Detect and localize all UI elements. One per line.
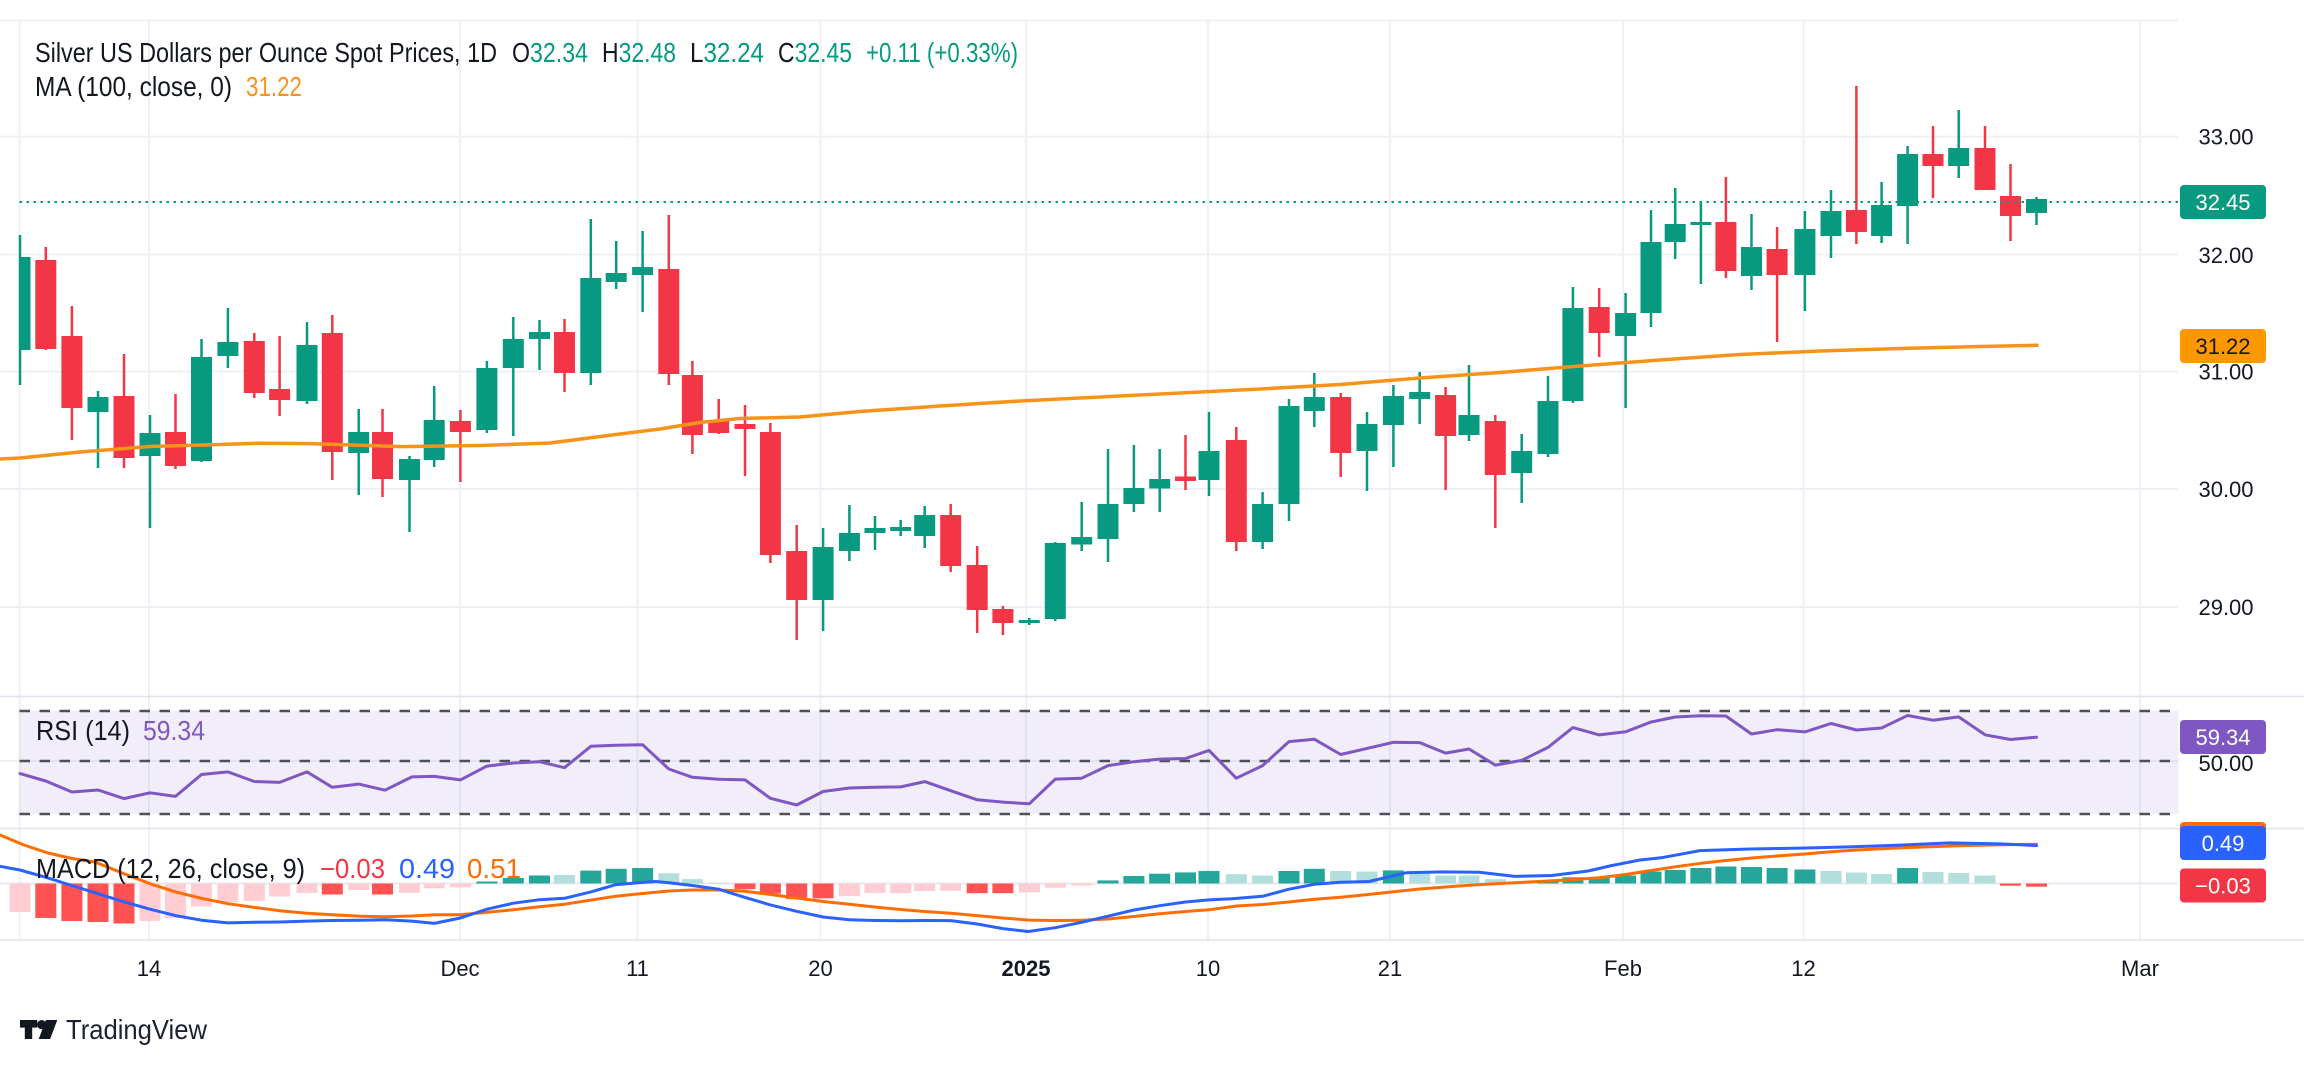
svg-text:30.00: 30.00 [2198, 477, 2253, 502]
svg-text:MA (100, close, 0): MA (100, close, 0) [35, 71, 232, 102]
svg-text:0.49: 0.49 [399, 853, 455, 884]
svg-text:MACD (12, 26, close, 9): MACD (12, 26, close, 9) [36, 853, 305, 884]
svg-text:12: 12 [1791, 956, 1815, 981]
svg-text:+0.11 (+0.33%): +0.11 (+0.33%) [866, 37, 1018, 68]
svg-text:H32.48: H32.48 [602, 37, 676, 68]
svg-text:11: 11 [626, 956, 649, 981]
svg-text:59.34: 59.34 [143, 715, 205, 746]
svg-text:O32.34: O32.34 [512, 37, 588, 68]
svg-text:32.00: 32.00 [2198, 243, 2253, 268]
svg-text:29.00: 29.00 [2198, 595, 2253, 620]
svg-text:0.49: 0.49 [2202, 831, 2245, 856]
svg-text:TradingView: TradingView [66, 1014, 208, 1045]
svg-text:C32.45: C32.45 [778, 37, 852, 68]
svg-text:L32.24: L32.24 [690, 37, 764, 68]
svg-text:21: 21 [1378, 956, 1402, 981]
svg-text:10: 10 [1196, 956, 1220, 981]
svg-text:31.00: 31.00 [2198, 360, 2253, 385]
svg-text:59.34: 59.34 [2195, 725, 2250, 750]
svg-text:31.22: 31.22 [246, 71, 302, 102]
svg-text:14: 14 [137, 956, 161, 981]
svg-text:Feb: Feb [1604, 956, 1642, 981]
svg-text:−0.03: −0.03 [2195, 874, 2251, 899]
svg-text:33.00: 33.00 [2198, 125, 2253, 150]
svg-text:Dec: Dec [440, 956, 479, 981]
svg-text:20: 20 [808, 956, 832, 981]
svg-text:−0.03: −0.03 [320, 853, 385, 884]
svg-text:31.22: 31.22 [2195, 334, 2250, 359]
svg-text:0.51: 0.51 [467, 853, 521, 884]
svg-text:Silver US Dollars per Ounce Sp: Silver US Dollars per Ounce Spot Prices,… [35, 37, 497, 68]
svg-text:32.45: 32.45 [2195, 190, 2250, 215]
svg-text:RSI (14): RSI (14) [36, 715, 130, 746]
svg-text:2025: 2025 [1002, 956, 1051, 981]
svg-text:50.00: 50.00 [2198, 751, 2253, 776]
svg-text:Mar: Mar [2121, 956, 2159, 981]
